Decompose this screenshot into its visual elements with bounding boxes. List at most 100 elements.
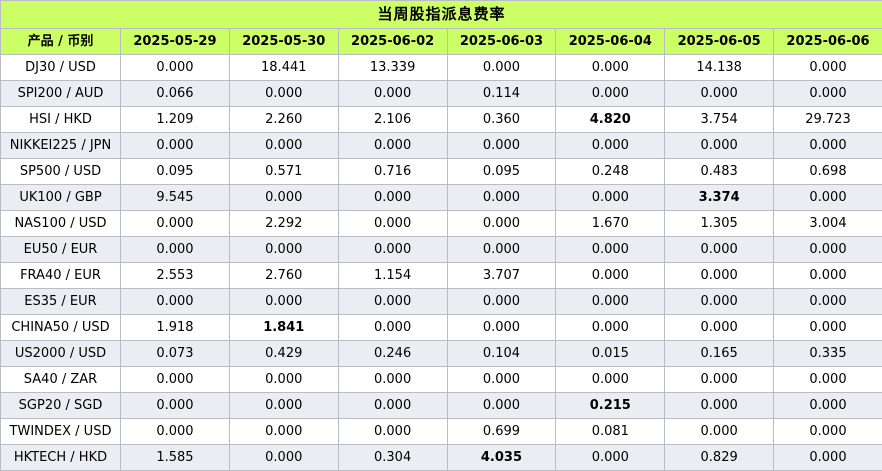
rate-cell: 0.000 <box>229 393 338 419</box>
rate-cell: 0.000 <box>121 55 230 81</box>
header-date: 2025-05-30 <box>229 29 338 55</box>
rate-cell: 0.000 <box>774 133 882 159</box>
rate-cell: 0.000 <box>556 445 665 471</box>
rate-cell: 18.441 <box>229 55 338 81</box>
product-currency-cell: EU50 / EUR <box>1 237 121 263</box>
rate-cell: 0.304 <box>338 445 447 471</box>
rate-cell: 0.000 <box>774 419 882 445</box>
rate-cell: 0.000 <box>121 133 230 159</box>
rate-cell: 0.000 <box>338 185 447 211</box>
rate-cell: 0.000 <box>229 289 338 315</box>
rate-cell: 0.000 <box>338 133 447 159</box>
rate-cell: 0.000 <box>338 237 447 263</box>
rate-cell: 2.553 <box>121 263 230 289</box>
rate-cell: 0.000 <box>338 393 447 419</box>
rate-cell: 0.000 <box>338 419 447 445</box>
rate-cell: 0.000 <box>774 237 882 263</box>
rate-cell: 0.000 <box>229 185 338 211</box>
rate-cell: 0.000 <box>229 81 338 107</box>
rate-cell: 0.000 <box>665 263 774 289</box>
rate-cell: 0.000 <box>338 315 447 341</box>
product-currency-cell: NIKKEI225 / JPN <box>1 133 121 159</box>
header-date: 2025-06-06 <box>774 29 882 55</box>
rate-cell: 0.698 <box>774 159 882 185</box>
rate-cell: 0.000 <box>665 81 774 107</box>
rate-cell: 3.707 <box>447 263 556 289</box>
rate-cell: 0.000 <box>556 263 665 289</box>
rate-cell: 0.000 <box>774 289 882 315</box>
rate-cell: 0.000 <box>229 237 338 263</box>
rate-cell: 0.000 <box>338 81 447 107</box>
rate-cell: 0.000 <box>665 289 774 315</box>
rate-cell: 0.829 <box>665 445 774 471</box>
rate-cell: 0.000 <box>556 81 665 107</box>
product-currency-cell: FRA40 / EUR <box>1 263 121 289</box>
rate-cell: 0.000 <box>774 55 882 81</box>
rate-cell: 0.073 <box>121 341 230 367</box>
product-currency-cell: TWINDEX / USD <box>1 419 121 445</box>
rate-cell: 0.000 <box>665 393 774 419</box>
rate-cell: 0.015 <box>556 341 665 367</box>
header-product-currency: 产品 / 币别 <box>1 29 121 55</box>
rate-cell: 0.429 <box>229 341 338 367</box>
rate-cell: 0.000 <box>774 315 882 341</box>
rate-cell: 0.165 <box>665 341 774 367</box>
rate-cell: 0.000 <box>447 367 556 393</box>
table-title: 当周股指派息费率 <box>1 1 882 29</box>
rate-cell: 3.754 <box>665 107 774 133</box>
rate-cell: 1.841 <box>229 315 338 341</box>
rate-cell: 0.000 <box>774 367 882 393</box>
rate-cell: 0.000 <box>229 445 338 471</box>
rate-cell: 4.820 <box>556 107 665 133</box>
rate-cell: 0.483 <box>665 159 774 185</box>
rate-cell: 0.000 <box>556 133 665 159</box>
rate-cell: 0.571 <box>229 159 338 185</box>
rate-cell: 0.000 <box>774 393 882 419</box>
rate-cell: 0.000 <box>665 237 774 263</box>
rate-cell: 0.000 <box>447 315 556 341</box>
title-row: 当周股指派息费率 <box>1 1 882 29</box>
rate-cell: 0.000 <box>447 211 556 237</box>
rate-cell: 1.918 <box>121 315 230 341</box>
rate-cell: 0.000 <box>229 133 338 159</box>
header-row: 产品 / 币别 2025-05-29 2025-05-30 2025-06-02… <box>1 29 882 55</box>
header-date: 2025-06-05 <box>665 29 774 55</box>
rate-cell: 0.000 <box>556 315 665 341</box>
product-currency-cell: HSI / HKD <box>1 107 121 133</box>
rate-cell: 0.000 <box>447 237 556 263</box>
product-currency-cell: DJ30 / USD <box>1 55 121 81</box>
rate-cell: 0.000 <box>121 419 230 445</box>
rate-cell: 0.360 <box>447 107 556 133</box>
header-date: 2025-06-04 <box>556 29 665 55</box>
rate-cell: 0.335 <box>774 341 882 367</box>
product-currency-cell: SP500 / USD <box>1 159 121 185</box>
header-date: 2025-06-03 <box>447 29 556 55</box>
rate-cell: 0.000 <box>121 367 230 393</box>
rate-cell: 0.000 <box>447 289 556 315</box>
rate-cell: 13.339 <box>338 55 447 81</box>
rate-cell: 1.305 <box>665 211 774 237</box>
rate-cell: 0.095 <box>121 159 230 185</box>
rate-cell: 2.106 <box>338 107 447 133</box>
rate-cell: 3.004 <box>774 211 882 237</box>
rate-cell: 9.545 <box>121 185 230 211</box>
rate-cell: 14.138 <box>665 55 774 81</box>
rate-cell: 0.000 <box>121 289 230 315</box>
rate-cell: 1.154 <box>338 263 447 289</box>
product-currency-cell: SGP20 / SGD <box>1 393 121 419</box>
rate-cell: 0.000 <box>774 185 882 211</box>
rate-cell: 0.000 <box>556 185 665 211</box>
product-currency-cell: UK100 / GBP <box>1 185 121 211</box>
product-currency-cell: NAS100 / USD <box>1 211 121 237</box>
rate-cell: 0.000 <box>121 393 230 419</box>
